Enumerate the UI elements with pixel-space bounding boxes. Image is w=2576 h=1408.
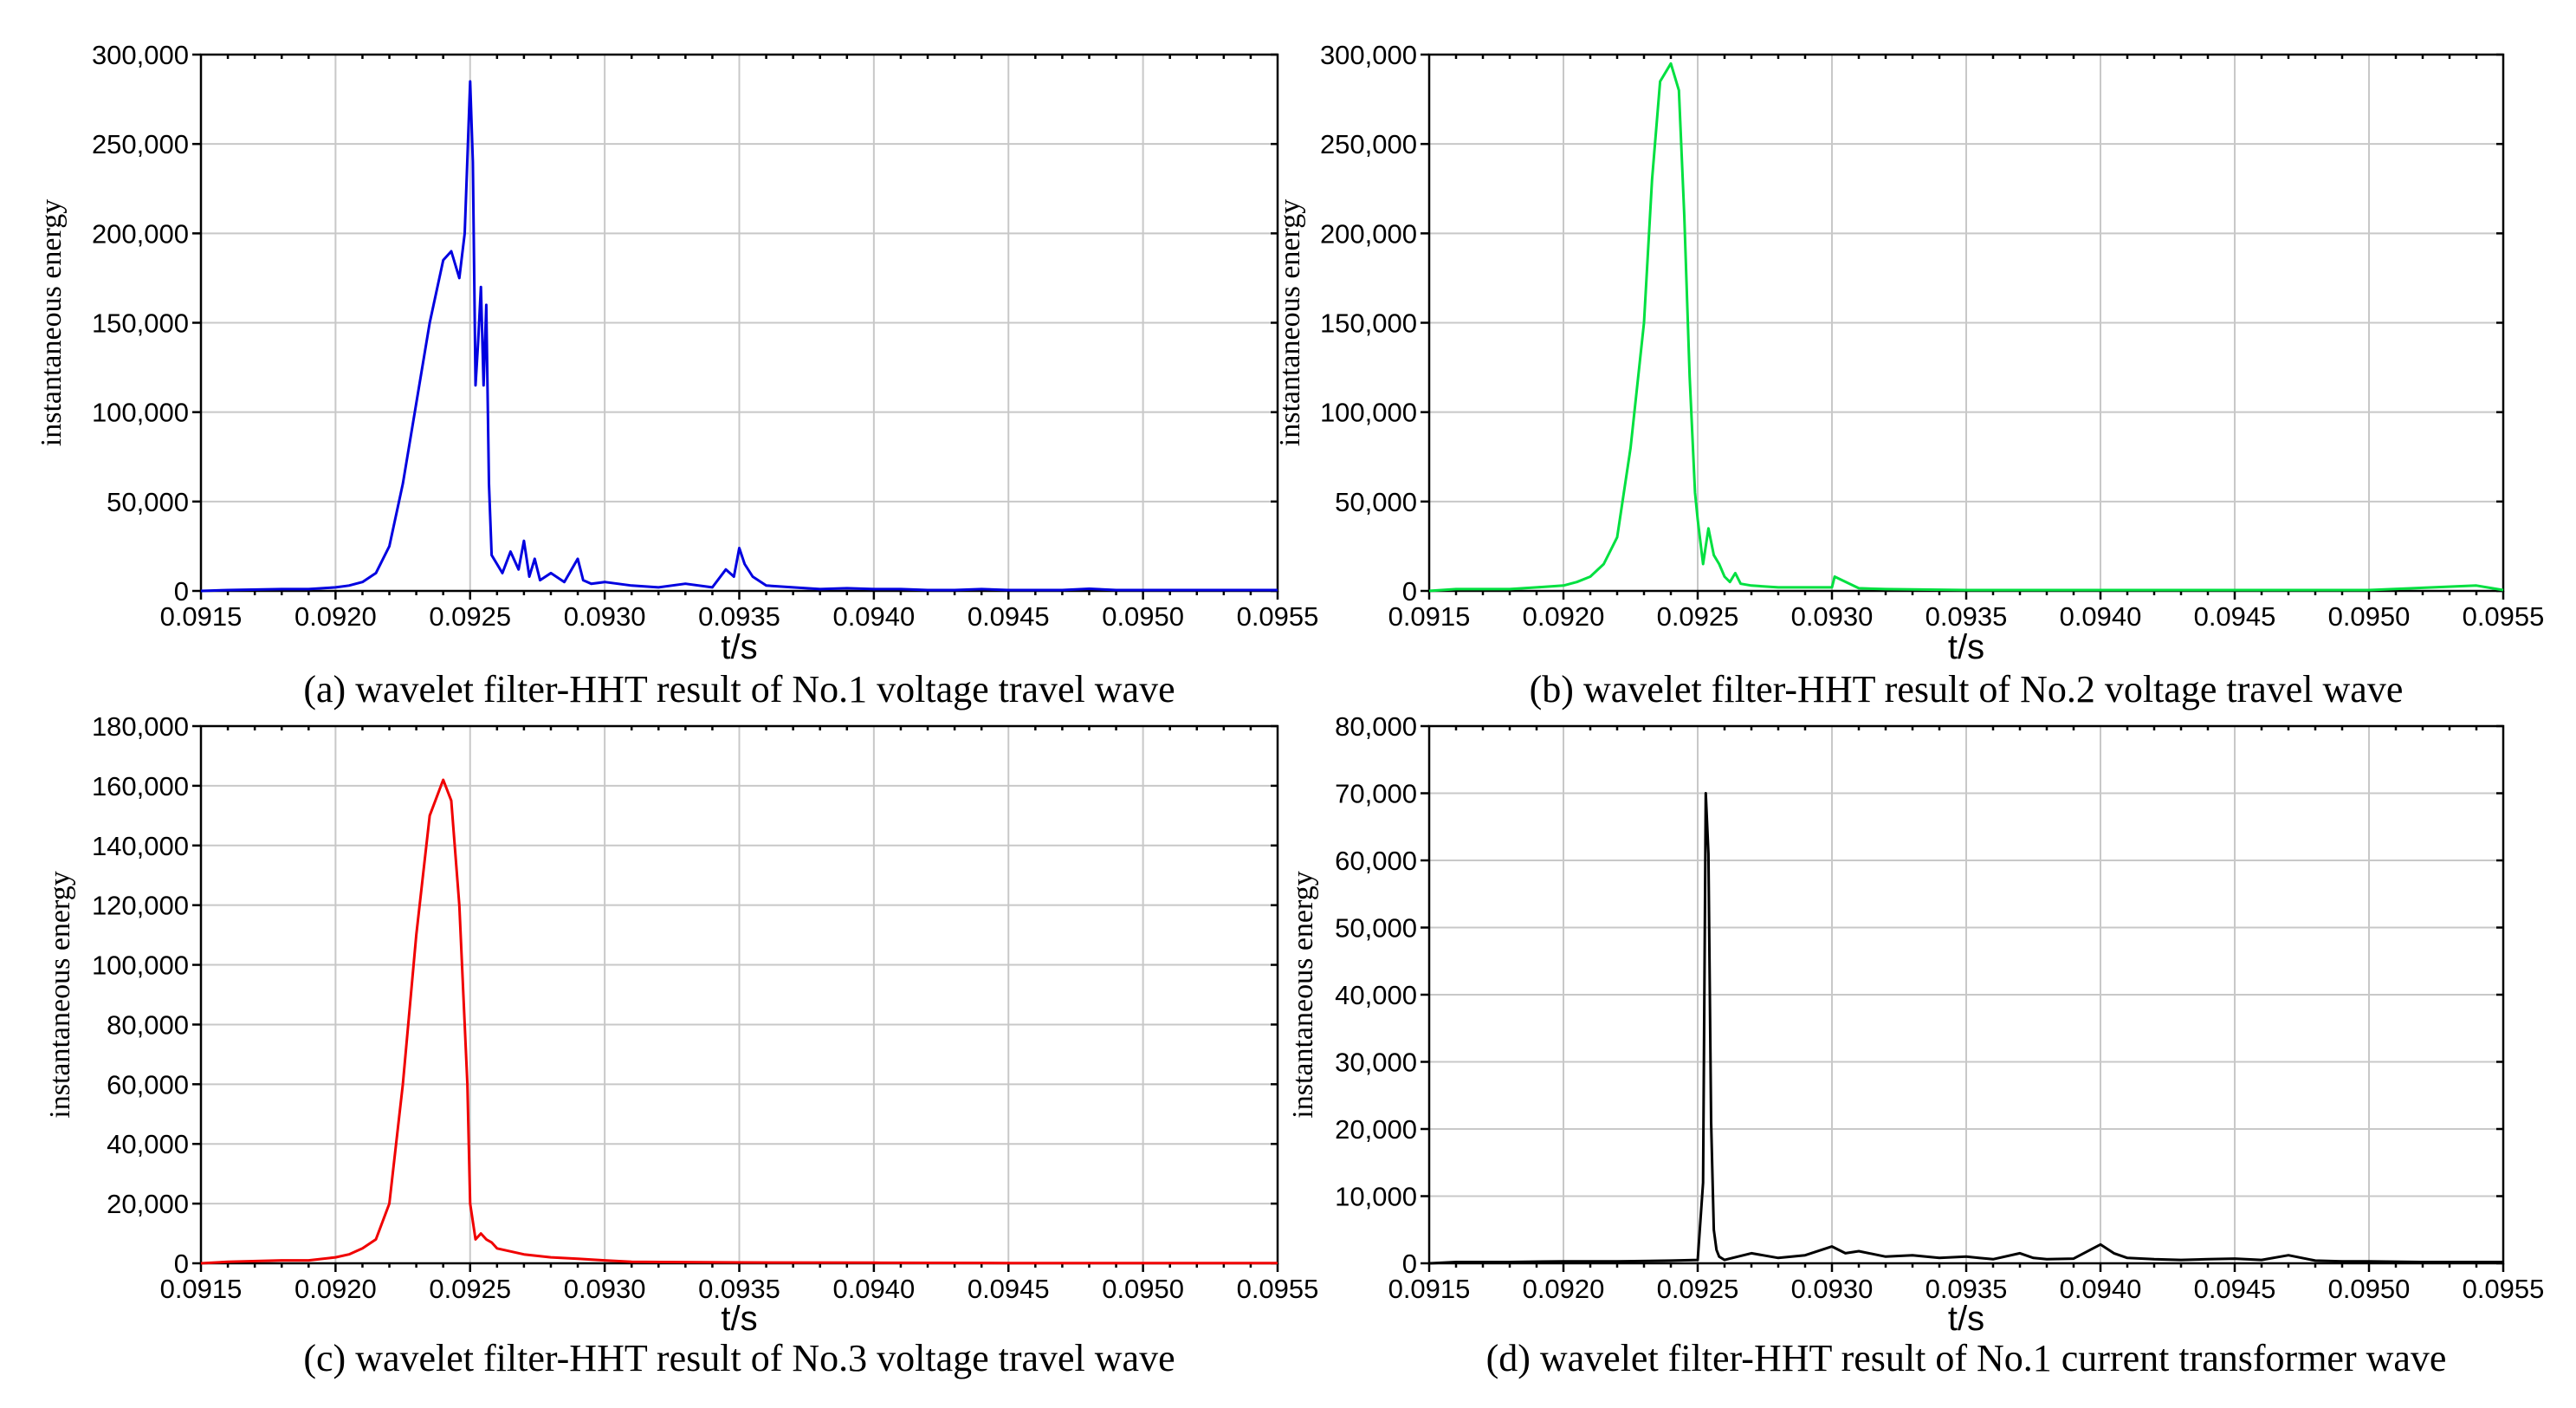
y-tick-label: 300,000 (1320, 40, 1417, 70)
y-tick-label: 250,000 (1320, 129, 1417, 159)
y-axis-label: instantaneous energy (44, 871, 76, 1118)
y-tick-label: 150,000 (92, 308, 189, 339)
x-tick-label: 0.0920 (294, 601, 377, 632)
x-tick-label: 0.0945 (968, 601, 1050, 632)
x-tick-label: 0.0930 (1791, 1274, 1874, 1304)
x-tick-label: 0.0915 (1388, 601, 1471, 632)
x-tick-label: 0.0915 (160, 601, 243, 632)
x-tick-label: 0.0945 (2194, 1274, 2276, 1304)
x-tick-label: 0.0950 (1102, 601, 1184, 632)
x-tick-label: 0.0950 (2328, 1274, 2411, 1304)
x-tick-label: 0.0915 (160, 1274, 243, 1304)
y-tick-label: 0 (1402, 1249, 1417, 1279)
y-tick-label: 250,000 (92, 129, 189, 159)
x-tick-label: 0.0930 (564, 1274, 646, 1304)
x-tick-label: 0.0940 (2060, 1274, 2142, 1304)
x-tick-label: 0.0955 (1237, 1274, 1319, 1304)
x-tick-label: 0.0935 (698, 601, 780, 632)
y-tick-label: 0 (1402, 576, 1417, 607)
x-tick-label: 0.0955 (2463, 1274, 2545, 1304)
y-tick-label: 20,000 (1335, 1114, 1417, 1145)
y-tick-label: 10,000 (1335, 1182, 1417, 1212)
series-line-b-0 (1428, 62, 2504, 593)
y-axis-label: instantaneous energy (1287, 871, 1319, 1118)
x-axis-label: t/s (1948, 1300, 1984, 1338)
y-tick-label: 40,000 (107, 1129, 189, 1159)
series-line-a-0 (200, 80, 1278, 593)
y-tick-label: 60,000 (1335, 846, 1417, 876)
x-tick-label: 0.0915 (1388, 1274, 1471, 1304)
series-line-d-0 (1428, 792, 2503, 1265)
chart-panel-c: 0.0915 0.0920 0.0925 0.0930 0.0935 0.0940 0.09… (44, 711, 1318, 1379)
x-tick-label: 0.0930 (1791, 601, 1874, 632)
caption-c: (c) wavelet filter-HHT result of No.3 vo… (303, 1337, 1175, 1379)
y-tick-label: 100,000 (92, 398, 189, 428)
caption-d: (d) wavelet filter-HHT result of No.1 cu… (1486, 1337, 2447, 1379)
x-tick-label: 0.0935 (1926, 1274, 2008, 1304)
x-axis-label: t/s (721, 1300, 757, 1338)
y-tick-label: 30,000 (1335, 1048, 1417, 1078)
chart-panel-d: 0.0915 0.0920 0.0925 0.0930 0.0935 0.0940 0.09… (1287, 711, 2544, 1379)
y-tick-label: 80,000 (1335, 711, 1417, 742)
plot-frame (1427, 724, 2505, 1265)
x-tick-label: 0.0920 (1523, 601, 1605, 632)
caption-b: (b) wavelet filter-HHT result of No.2 vo… (1530, 668, 2404, 710)
y-tick-label: 150,000 (1320, 308, 1417, 339)
x-tick-label: 0.0940 (2060, 601, 2142, 632)
chart-panel-a: 0.0915 0.0920 0.0925 0.0930 0.0935 0.0940 0.09… (36, 40, 1318, 710)
y-tick-label: 20,000 (107, 1189, 189, 1219)
y-tick-label: 140,000 (92, 831, 189, 861)
x-tick-label: 0.0945 (2194, 601, 2276, 632)
x-tick-label: 0.0930 (564, 601, 646, 632)
y-tick-label: 50,000 (107, 487, 189, 517)
y-tick-label: 0 (174, 1249, 189, 1279)
y-tick-label: 0 (174, 576, 189, 607)
y-tick-label: 180,000 (92, 711, 189, 742)
x-tick-label: 0.0940 (832, 1274, 915, 1304)
chart-panel-b: 0.0915 0.0920 0.0925 0.0930 0.0935 0.0940 0.09… (1274, 40, 2544, 710)
x-tick-label: 0.0955 (1237, 601, 1319, 632)
y-tick-label: 120,000 (92, 891, 189, 921)
y-tick-label: 40,000 (1335, 980, 1417, 1010)
plot-frame (199, 53, 1279, 593)
x-tick-label: 0.0940 (832, 601, 915, 632)
x-tick-label: 0.0925 (1657, 601, 1739, 632)
x-tick-label: 0.0935 (698, 1274, 780, 1304)
x-tick-label: 0.0950 (1102, 1274, 1184, 1304)
x-tick-label: 0.0920 (294, 1274, 377, 1304)
y-tick-label: 200,000 (92, 218, 189, 249)
y-tick-label: 50,000 (1335, 487, 1417, 517)
x-axis-label: t/s (721, 628, 757, 666)
y-tick-label: 60,000 (107, 1069, 189, 1100)
x-tick-label: 0.0950 (2328, 601, 2411, 632)
x-tick-label: 0.0920 (1523, 1274, 1605, 1304)
y-axis-label: instantaneous energy (36, 199, 68, 446)
y-tick-label: 300,000 (92, 40, 189, 70)
y-tick-label: 50,000 (1335, 913, 1417, 944)
y-tick-label: 100,000 (1320, 398, 1417, 428)
caption-a: (a) wavelet filter-HHT result of No.1 vo… (303, 668, 1175, 710)
y-tick-label: 200,000 (1320, 218, 1417, 249)
y-tick-label: 80,000 (107, 1009, 189, 1040)
y-tick-label: 100,000 (92, 951, 189, 981)
x-tick-label: 0.0925 (429, 601, 511, 632)
x-tick-label: 0.0925 (429, 1274, 511, 1304)
y-tick-label: 160,000 (92, 771, 189, 801)
y-axis-label: instantaneous energy (1274, 199, 1306, 446)
y-tick-label: 70,000 (1335, 779, 1417, 809)
x-tick-label: 0.0945 (968, 1274, 1050, 1304)
x-tick-label: 0.0935 (1926, 601, 2008, 632)
x-tick-label: 0.0955 (2463, 601, 2545, 632)
x-axis-label: t/s (1948, 628, 1984, 666)
x-tick-label: 0.0925 (1657, 1274, 1739, 1304)
series-line-c-0 (200, 778, 1278, 1265)
